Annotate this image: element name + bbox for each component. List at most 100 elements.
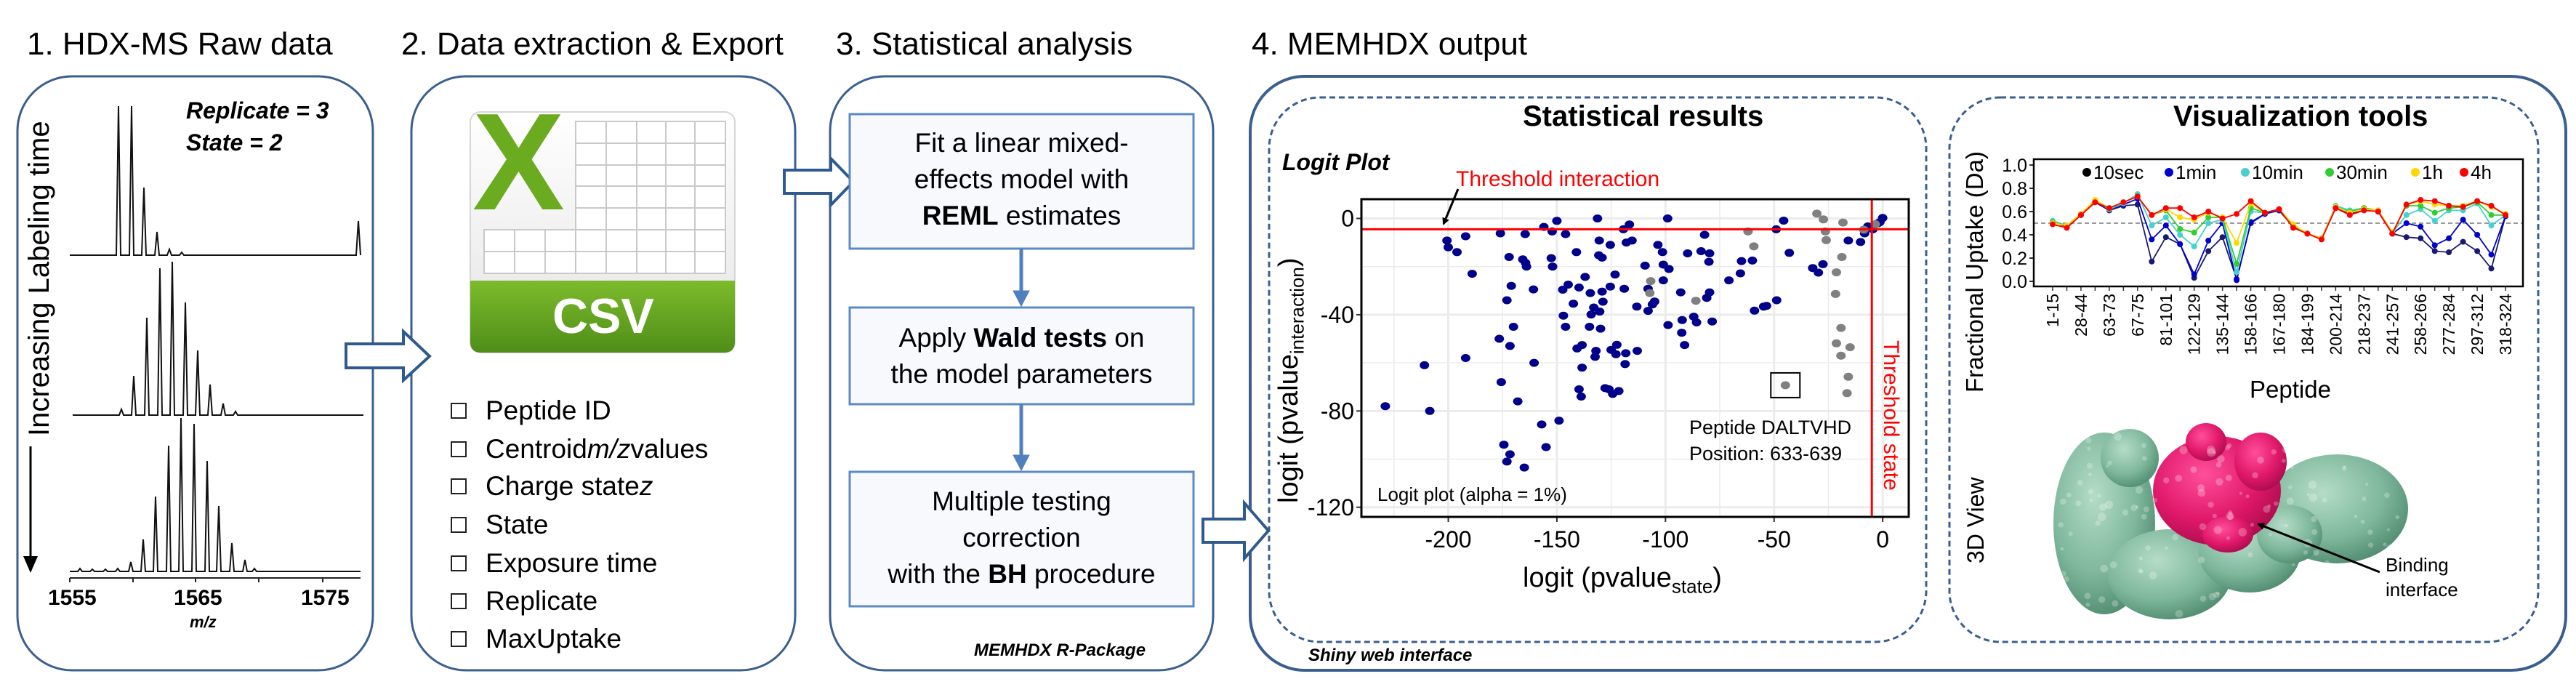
significant-peptide-point: [1541, 443, 1551, 451]
data-point-1min: [2177, 241, 2183, 247]
highlighted-peptide-name: Peptide DALTVHD: [1689, 417, 1852, 438]
surface-texture-dot: [2395, 515, 2400, 520]
surface-texture-dot: [2199, 595, 2207, 602]
significant-peptide-point: [1558, 286, 1568, 294]
x-tick-label: 158-166: [2242, 294, 2261, 355]
data-point-1min: [2191, 271, 2197, 278]
significant-peptide-point: [1675, 288, 1686, 297]
significant-peptide-point: [1529, 285, 1539, 294]
wald-line-2: the model parameters: [890, 359, 1153, 389]
y-tick-label: 1.0: [2002, 156, 2027, 176]
significant-peptide-point: [1696, 247, 1706, 255]
significant-peptide-point: [1691, 318, 1702, 326]
significant-peptide-point: [1595, 324, 1606, 333]
surface-texture-dot: [2213, 451, 2216, 454]
data-point-30min: [2205, 214, 2212, 220]
r-package-label: MEMHDX R-Package: [974, 640, 1146, 660]
surface-texture-dot: [2060, 498, 2066, 505]
surface-texture-dot: [2396, 587, 2404, 595]
significant-peptide-point: [1558, 311, 1569, 320]
ylabel-main: logit (pvalue: [1273, 354, 1304, 503]
surface-texture-dot: [2343, 465, 2346, 469]
csv-grid-cell: [575, 185, 607, 209]
significant-peptide-point: [1546, 254, 1556, 262]
significant-peptide-point: [1505, 450, 1515, 459]
data-point-4h: [2460, 204, 2466, 210]
significant-peptide-point: [1506, 281, 1516, 290]
surface-texture-dot: [2381, 579, 2387, 585]
significant-peptide-point: [1605, 282, 1615, 291]
ylabel-close: ): [1273, 257, 1304, 268]
data-point-4h: [2050, 221, 2056, 228]
x-tick-label: 167-180: [2270, 294, 2289, 355]
surface-texture-dot: [2292, 563, 2295, 566]
data-point-1min: [2460, 217, 2466, 223]
surface-texture-dot: [2098, 513, 2106, 521]
binding-interface-arrow: [2257, 523, 2380, 574]
field-label-italic: m/z: [587, 434, 631, 464]
logit-plot: -200 -150 -100 -50 0 0 -40 -80 -120: [1308, 188, 1910, 553]
surface-texture-dot: [2274, 501, 2279, 506]
surface-texture-dot: [2286, 497, 2294, 505]
y-tick-label: -40: [1321, 302, 1354, 328]
wald-post: on: [1107, 323, 1145, 353]
surface-texture-dot: [2285, 523, 2289, 528]
surface-texture-dot: [2386, 528, 2391, 531]
data-point-30min: [2488, 212, 2495, 218]
significant-peptide-point: [1595, 308, 1605, 316]
surface-texture-dot: [2238, 528, 2247, 537]
surface-texture-dot: [2088, 489, 2094, 494]
csv-grid-cell: [575, 164, 607, 187]
surface-texture-dot: [2197, 484, 2205, 492]
surface-texture-dot: [2139, 569, 2144, 574]
arrow-export-to-statistics: [783, 155, 856, 209]
visualization-tools-title: Visualization tools: [2173, 100, 2428, 132]
significant-peptide-point: [1677, 329, 1687, 337]
data-point-4h: [2205, 209, 2212, 214]
surface-texture-dot: [2290, 465, 2294, 469]
surface-texture-dot: [2303, 550, 2309, 555]
legend-label-10min: 10min: [2252, 161, 2303, 183]
data-point-1min: [2162, 222, 2169, 229]
data-point-10min: [2205, 220, 2212, 226]
surface-texture-dot: [2138, 568, 2143, 574]
field-label-italic: z: [639, 471, 653, 501]
csv-grid-cell: [636, 164, 667, 187]
significant-peptide-point: [1658, 276, 1668, 285]
significant-peptide-point: [1761, 302, 1771, 310]
surface-texture-dot: [2213, 608, 2221, 616]
significant-peptide-point: [1610, 270, 1620, 279]
surface-texture-dot: [2058, 522, 2064, 528]
data-point-1min: [2474, 232, 2481, 238]
non-significant-peptide-point: [1845, 343, 1855, 352]
significant-peptide-point: [1625, 220, 1635, 229]
checkbox-icon: [451, 593, 467, 609]
data-point-4h: [2134, 193, 2141, 200]
significant-peptide-point: [1502, 296, 1512, 305]
step-title-export: 2. Data extraction & Export: [401, 26, 784, 62]
csv-grid-cell: [605, 142, 637, 166]
data-point-4h: [2474, 198, 2481, 204]
surface-texture-dot: [2207, 502, 2214, 508]
significant-peptide-point: [1771, 296, 1782, 305]
surface-texture-dot: [2172, 534, 2178, 541]
surface-texture-dot: [2097, 494, 2101, 498]
surface-texture-dot: [2365, 483, 2369, 486]
data-point-4h: [2262, 209, 2268, 216]
field-label-pre: Exposure time: [486, 548, 658, 578]
data-point-4h: [2177, 205, 2183, 212]
surface-texture-dot: [2135, 505, 2138, 509]
significant-peptide-point: [1611, 340, 1622, 349]
ms-spectra: [70, 105, 363, 572]
binding-interface-region: [2153, 423, 2287, 553]
significant-peptide-point: [1704, 249, 1715, 257]
surface-texture-dot: [2089, 498, 2093, 502]
arrow-raw-to-export: [345, 328, 432, 384]
fractional-uptake-plot: 0.0 0.2 0.4 0.6 0.8 1.0 1-15 28-44 63-73 67-75 81-…: [2002, 156, 2524, 355]
surface-texture-dot: [2311, 515, 2317, 523]
binding-interface-label-1: Binding: [2386, 554, 2449, 576]
x-tick-label: 135-144: [2213, 294, 2232, 355]
surface-texture-dot: [2225, 445, 2230, 451]
data-point-4h: [2375, 209, 2381, 214]
data-point-10min: [2431, 217, 2438, 224]
